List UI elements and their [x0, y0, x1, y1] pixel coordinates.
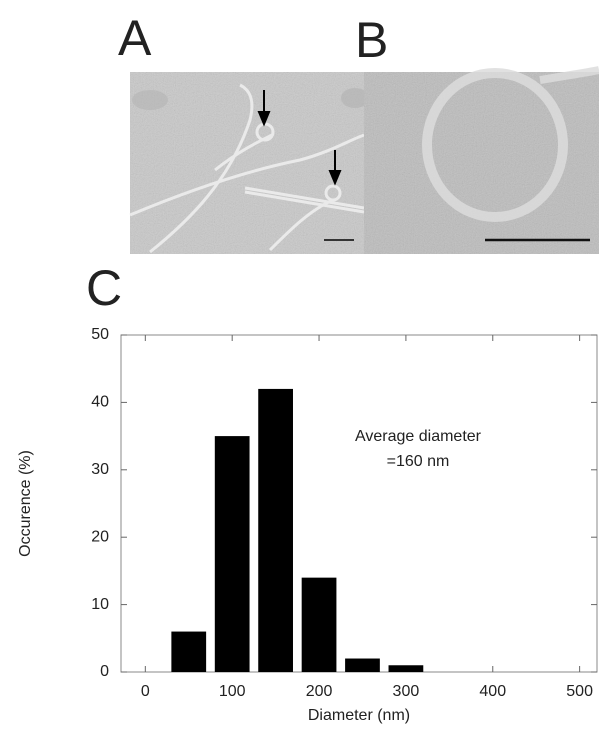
- x-tick-label: 200: [306, 683, 333, 700]
- micrograph-a: [129, 72, 369, 254]
- bar: [214, 436, 250, 672]
- y-tick-label: 0: [100, 663, 109, 680]
- y-tick-label: 40: [91, 394, 109, 411]
- x-tick-label: 500: [566, 683, 593, 700]
- x-tick-label: 300: [393, 683, 420, 700]
- x-axis-label: Diameter (nm): [308, 707, 410, 724]
- y-axis-label: Occurence (%): [17, 450, 34, 557]
- bar: [345, 658, 380, 672]
- x-tick-label: 100: [219, 683, 246, 700]
- x-tick-label: 0: [141, 683, 150, 700]
- panel-label: A: [118, 10, 152, 66]
- micrograph-b: [364, 66, 599, 254]
- bar: [171, 631, 207, 672]
- y-tick-label: 30: [91, 461, 109, 478]
- bar: [301, 577, 337, 672]
- bar: [388, 665, 424, 672]
- y-tick-label: 10: [91, 596, 109, 613]
- plot-frame: [120, 334, 598, 673]
- y-tick-label: 50: [91, 326, 109, 343]
- panel-label: C: [86, 260, 122, 316]
- x-tick-label: 400: [479, 683, 506, 700]
- annotation: =160 nm: [387, 453, 450, 470]
- bar: [258, 388, 293, 672]
- annotation: Average diameter: [355, 428, 482, 445]
- y-tick-label: 20: [91, 528, 109, 545]
- panel-label: B: [355, 12, 388, 68]
